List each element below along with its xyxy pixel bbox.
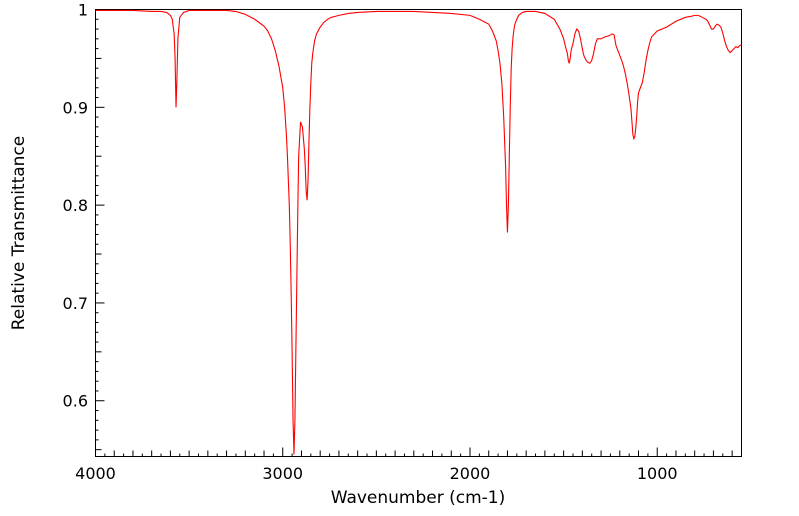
y-tick-label: 0.8 [63,196,88,215]
y-axis-ticks [95,9,105,451]
x-tick-label: 1000 [637,464,678,483]
plot-frame [95,9,742,457]
y-tick-label: 0.7 [63,294,88,313]
y-axis-tick-labels: 1 0.9 0.8 0.7 0.6 [63,1,88,411]
y-tick-label: 0.9 [63,98,88,117]
y-tick-label: 0.6 [63,392,88,411]
y-tick-label: 1 [78,1,88,20]
x-tick-label: 4000 [75,464,116,483]
y-axis-title: Relative Transmittance [9,136,29,331]
transmittance-line [95,9,742,455]
x-axis-tick-labels: 4000 3000 2000 1000 [75,464,677,483]
x-axis-ticks [95,447,742,457]
x-tick-label: 3000 [262,464,303,483]
x-axis-title: Wavenumber (cm-1) [331,488,506,508]
x-tick-label: 2000 [450,464,491,483]
